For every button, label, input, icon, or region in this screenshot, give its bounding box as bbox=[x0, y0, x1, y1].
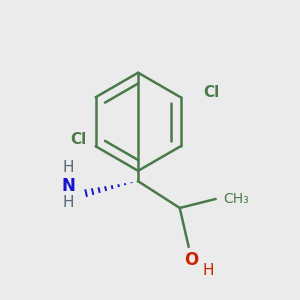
Text: O: O bbox=[184, 251, 199, 269]
Text: H: H bbox=[62, 194, 74, 209]
Text: CH₃: CH₃ bbox=[223, 192, 249, 206]
Text: Cl: Cl bbox=[203, 85, 219, 100]
Text: H: H bbox=[202, 263, 214, 278]
Text: H: H bbox=[62, 160, 74, 175]
Text: N: N bbox=[61, 177, 75, 195]
Text: Cl: Cl bbox=[70, 132, 87, 147]
